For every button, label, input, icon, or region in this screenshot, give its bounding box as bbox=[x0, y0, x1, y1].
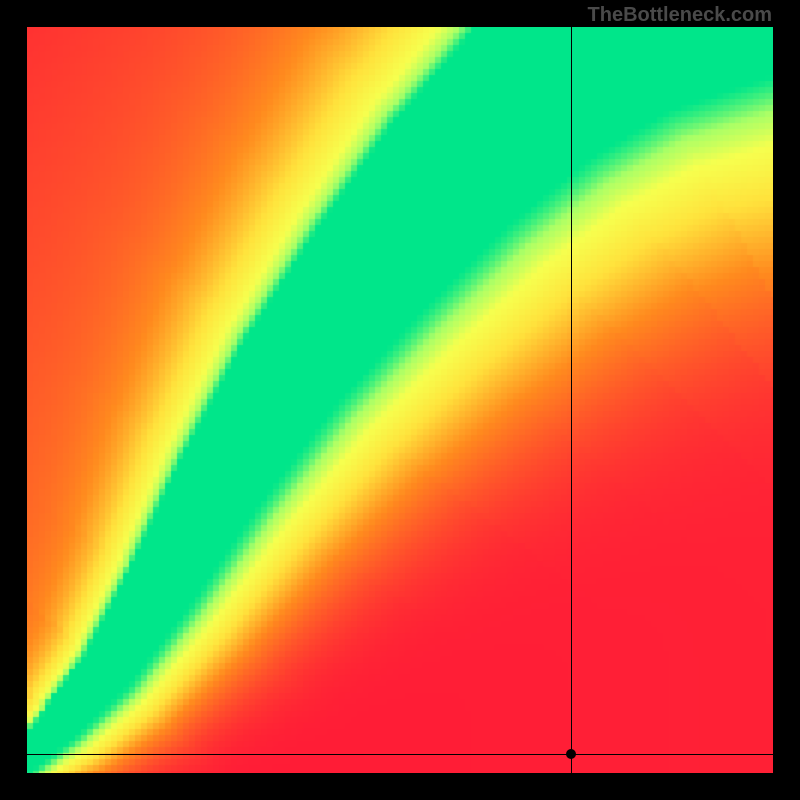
chart-container: TheBottleneck.com bbox=[0, 0, 800, 800]
heatmap-canvas bbox=[27, 27, 773, 773]
watermark-text: TheBottleneck.com bbox=[588, 4, 772, 27]
